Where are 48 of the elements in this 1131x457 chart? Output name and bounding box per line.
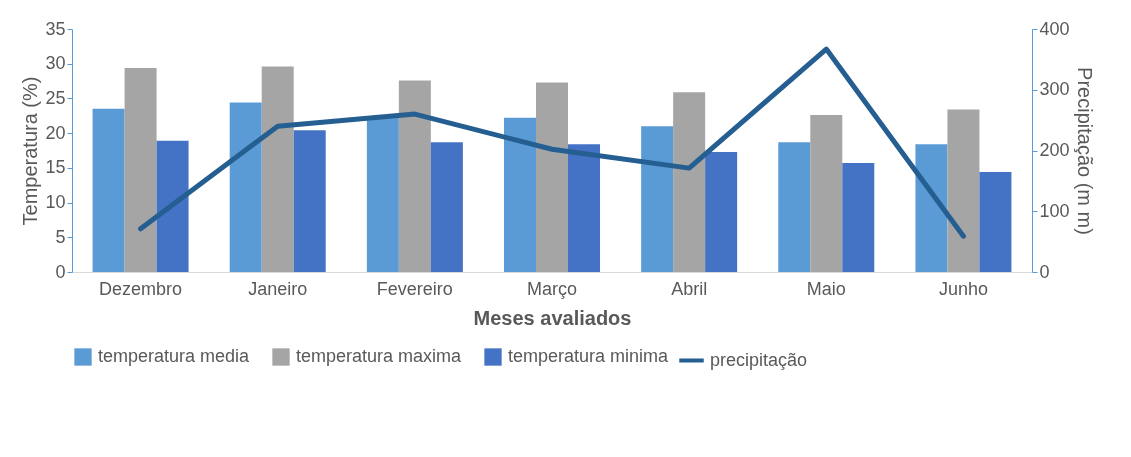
legend-label: temperatura minima: [508, 346, 670, 366]
x-tick-label: Junho: [938, 278, 988, 299]
y-tick-label: 30: [45, 53, 66, 74]
y2-tick-label: 300: [1039, 79, 1070, 100]
y2-tick-label: 400: [1039, 18, 1070, 39]
bar: [293, 130, 326, 272]
y2-axis-title: Precipitação (m m): [1073, 67, 1096, 235]
y-tick-label: 15: [45, 157, 66, 178]
x-tick-label: Março: [526, 278, 578, 299]
y-tick-label: 20: [45, 122, 66, 143]
bar: [124, 67, 157, 272]
bar: [641, 126, 674, 272]
y-tick-label: 0: [55, 261, 66, 282]
legend-label: temperatura media: [98, 346, 251, 366]
bar: [979, 172, 1012, 272]
y2-tick-label: 200: [1039, 140, 1070, 160]
bar: [705, 151, 738, 272]
x-axis-title: Meses avaliados: [473, 306, 632, 329]
bar: [430, 142, 463, 272]
bar: [504, 117, 536, 272]
bar: [536, 82, 568, 272]
bar: [366, 117, 399, 272]
y-axis-title: Temperatura (%): [19, 76, 42, 226]
legend-label: temperatura maxima: [296, 346, 463, 366]
legend-label: precipitação: [710, 349, 808, 370]
x-tick-label: Maio: [806, 278, 846, 299]
x-tick-label: Janeiro: [248, 278, 308, 299]
x-tick-label: Abril: [671, 278, 708, 299]
bar: [92, 108, 125, 272]
bar: [156, 140, 189, 272]
y2-tick-label: 0: [1039, 261, 1050, 282]
bar: [778, 142, 811, 272]
bar: [915, 144, 948, 272]
y-tick-label: 5: [55, 226, 66, 247]
bar: [673, 92, 706, 272]
bar: [568, 144, 600, 272]
x-tick-label: Dezembro: [99, 278, 183, 299]
y-tick-label: 25: [45, 87, 66, 108]
bar: [842, 163, 875, 272]
y-tick-label: 10: [45, 192, 66, 213]
x-tick-label: Fevereiro: [376, 278, 453, 299]
bar: [261, 66, 294, 272]
bar: [229, 102, 262, 272]
y-tick-label: 35: [45, 18, 66, 39]
y2-tick-label: 100: [1039, 200, 1070, 221]
bar: [810, 115, 843, 272]
bar: [947, 109, 980, 272]
bar: [398, 80, 431, 272]
